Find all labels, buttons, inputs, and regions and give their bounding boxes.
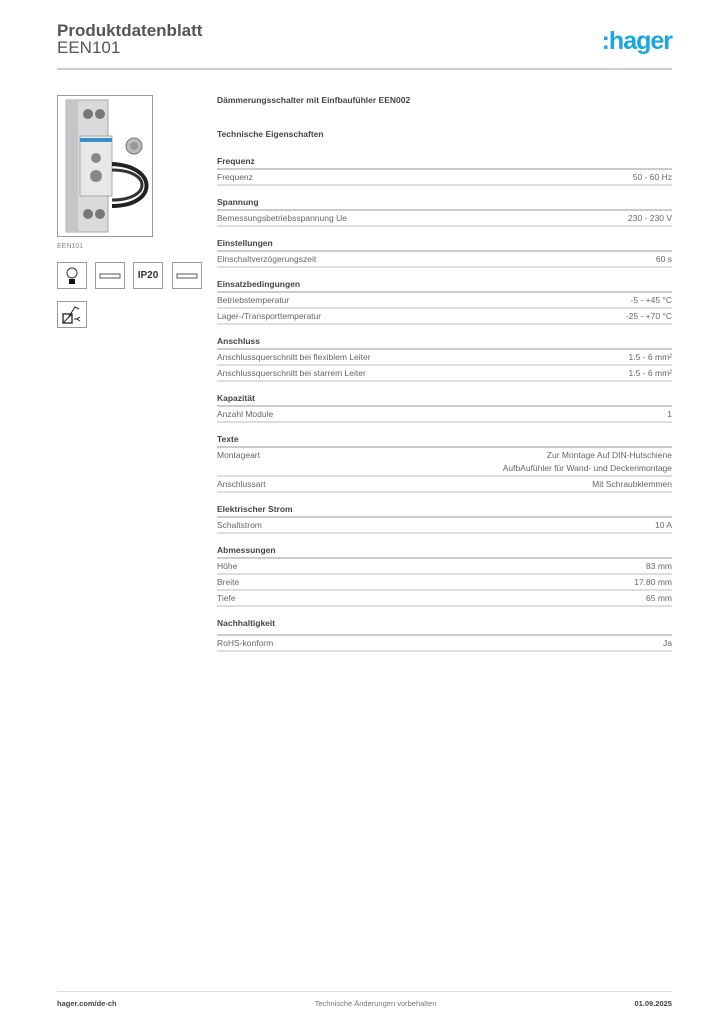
spec-label: RoHS-konform <box>217 638 274 648</box>
spec-label: Lager-/Transporttemperatur <box>217 311 322 321</box>
spec-label: Bemessungsbetriebsspannung Ue <box>217 213 347 223</box>
section-title: Abmessungen <box>217 544 672 559</box>
specs-title: Technische Eigenschaften <box>217 129 324 139</box>
spec-value: 1 <box>667 409 672 419</box>
section-title: Anschluss <box>217 335 672 350</box>
din-rail-icon <box>172 262 202 289</box>
spec-value: 60 s <box>655 254 672 264</box>
lamp-icon <box>57 262 87 289</box>
spec-section: Frequenz Frequenz 50 - 60 Hz <box>217 155 672 186</box>
spec-row: RoHS-konform Ja <box>217 636 672 652</box>
header-divider <box>57 68 672 70</box>
product-code: EEN101 <box>57 38 121 57</box>
spec-value: Ja <box>663 638 672 648</box>
product-name: Dämmerungsschalter mit Einfbaufühler EEN… <box>217 95 411 105</box>
spec-value: Mit Schraubklemmen <box>592 479 672 489</box>
spec-label: Anschlussart <box>217 479 266 489</box>
spec-label: Höhe <box>217 561 238 571</box>
spec-section: Kapazität Anzahl Module 1 <box>217 392 672 423</box>
spec-row: Breite 17.80 mm <box>217 575 672 591</box>
spec-label: Einschaltverzögerungszeit <box>217 254 317 264</box>
footer-disclaimer: Technische Änderungen vorbehalten <box>314 999 437 1008</box>
spec-label: Schaltstrom <box>217 520 262 530</box>
spec-row: Anzahl Module 1 <box>217 407 672 423</box>
spec-label: Anzahl Module <box>217 409 274 419</box>
spec-section: Texte Montageart Zur Montage Auf DIN-Hutsc… <box>217 433 672 493</box>
spec-row: Betriebstemperatur -5 - +45 °C <box>217 293 672 309</box>
ip-rating-badge: IP20 <box>133 262 163 289</box>
light-sensor-icon <box>57 301 87 328</box>
spec-section: Elektrischer Strom Schaltstrom 10 A <box>217 503 672 534</box>
spec-section: Abmessungen Höhe 83 mm Breite 17.80 mm Tiefe 6… <box>217 544 672 607</box>
spec-section: Einstellungen Einschaltverzögerungszeit 60… <box>217 237 672 268</box>
image-caption: EEN101 <box>57 243 84 250</box>
section-title: Einstellungen <box>217 237 672 252</box>
footer-divider <box>57 991 672 992</box>
spec-label: Betriebstemperatur <box>217 295 290 305</box>
spec-section: Nachhaltigkeit RoHS-konform Ja <box>217 617 672 652</box>
section-title: Elektrischer Strom <box>217 503 672 518</box>
spec-value: 65 mm <box>646 593 672 603</box>
spec-value: 1.5 - 6 mm² <box>628 368 672 378</box>
spec-value: 10 A <box>654 520 672 530</box>
spec-row: Anschlussart Mit Schraubklemmen <box>217 477 672 493</box>
spec-value: 50 - 60 Hz <box>632 172 672 182</box>
main-content: Dämmerungsschalter mit Einfbaufühler EEN… <box>217 95 672 652</box>
spec-label: Frequenz <box>217 172 253 182</box>
section-title: Frequenz <box>217 155 672 170</box>
spec-section: Anschluss Anschlussquerschnitt bei flexib… <box>217 335 672 382</box>
spec-row: Tiefe 65 mm <box>217 591 672 607</box>
spec-value: 17.80 mm <box>634 577 672 587</box>
spec-label: Tiefe <box>217 593 236 603</box>
section-title: Spannung <box>217 196 672 211</box>
spec-row: Lager-/Transporttemperatur -25 - +70 °C <box>217 309 672 325</box>
spec-row: Anschlussquerschnitt bei starrem Leiter 1… <box>217 366 672 382</box>
spec-label: Anschlussquerschnitt bei flexiblem Leite… <box>217 352 371 362</box>
spec-section: Einsatzbedingungen Betriebstemperatur -5 -… <box>217 278 672 325</box>
spec-label: Anschlussquerschnitt bei starrem Leiter <box>217 368 366 378</box>
spec-row: Höhe 83 mm <box>217 559 672 575</box>
spec-value: 1.5 - 6 mm² <box>628 352 672 362</box>
spec-sections: Frequenz Frequenz 50 - 60 Hz Spannung Bemess… <box>217 155 672 652</box>
section-title: Einsatzbedingungen <box>217 278 672 293</box>
footer-website: hager.com/de-ch <box>57 999 117 1008</box>
footer: hager.com/de-ch Technische Änderungen vo… <box>57 999 672 1008</box>
section-title: Kapazität <box>217 392 672 407</box>
spec-row: Montageart Zur Montage Auf DIN-Hutschiene… <box>217 448 672 477</box>
spec-label: Montageart <box>217 450 260 460</box>
spec-row: Einschaltverzögerungszeit 60 s <box>217 252 672 268</box>
spec-row: Frequenz 50 - 60 Hz <box>217 170 672 186</box>
spec-row: Anschlussquerschnitt bei flexiblem Leite… <box>217 350 672 366</box>
footer-date: 01.09.2025 <box>634 999 672 1008</box>
spec-row: Schaltstrom 10 A <box>217 518 672 534</box>
spec-value: -5 - +45 °C <box>630 295 672 305</box>
spec-value: -25 - +70 °C <box>625 311 672 321</box>
section-title: Texte <box>217 433 672 448</box>
section-title: Nachhaltigkeit <box>217 617 672 636</box>
spec-label: Breite <box>217 577 240 587</box>
product-image <box>57 95 153 237</box>
spec-value: 83 mm <box>646 561 672 571</box>
spec-value: 230 - 230 V <box>628 213 672 223</box>
spec-value: Zur Montage Auf DIN-Hutschiene AufbAufüh… <box>502 450 672 473</box>
page-title: Produktdatenblatt <box>57 21 203 40</box>
spec-row: Bemessungsbetriebsspannung Ue 230 - 230 V <box>217 211 672 227</box>
spec-section: Spannung Bemessungsbetriebsspannung Ue 230… <box>217 196 672 227</box>
din-rail-icon <box>95 262 125 289</box>
hager-logo: :hager <box>601 27 673 55</box>
